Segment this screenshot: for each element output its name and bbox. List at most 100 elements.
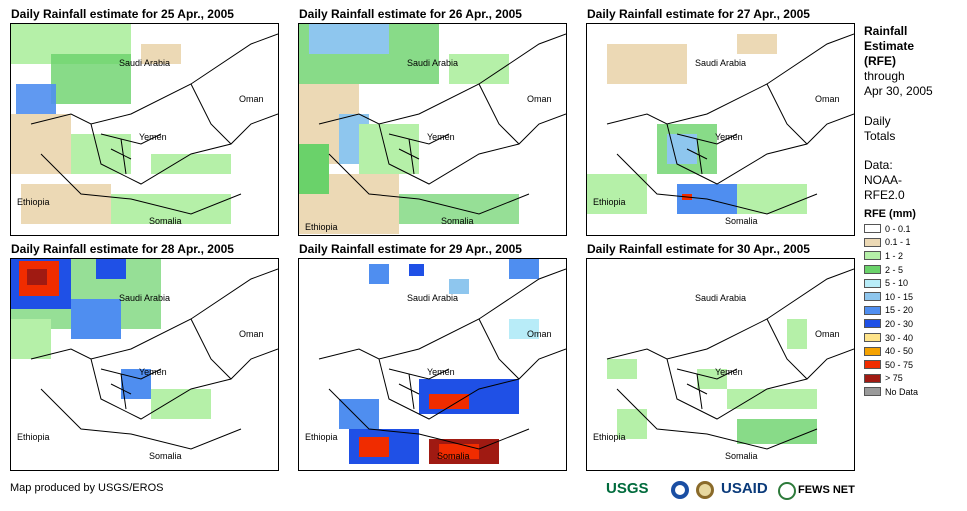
panel-title-29apr: Daily Rainfall estimate for 29 Apr., 200… bbox=[299, 242, 522, 256]
country-borders bbox=[606, 268, 854, 450]
label-somalia: Somalia bbox=[725, 216, 758, 226]
panel-title-30apr: Daily Rainfall estimate for 30 Apr., 200… bbox=[587, 242, 810, 256]
label-saudi-arabia: Saudi Arabia bbox=[119, 293, 171, 303]
label-ethiopia: Ethiopia bbox=[305, 432, 338, 442]
label-yemen: Yemen bbox=[427, 367, 455, 377]
legend-label: > 75 bbox=[885, 373, 903, 384]
rainfall-overlay-30apr bbox=[606, 268, 854, 450]
label-yemen: Yemen bbox=[427, 132, 455, 142]
label-ethiopia: Ethiopia bbox=[17, 197, 50, 207]
label-saudi-arabia: Saudi Arabia bbox=[695, 58, 747, 68]
rain-patches bbox=[11, 24, 231, 224]
label-yemen: Yemen bbox=[139, 132, 167, 142]
legend-swatch bbox=[864, 251, 881, 261]
rain-patches bbox=[607, 319, 817, 444]
legend-item: 50 - 75 bbox=[864, 358, 964, 372]
rainfall-map-26apr: Saudi Arabia Oman Yemen Ethiopia Somalia bbox=[298, 23, 567, 236]
label-yemen: Yemen bbox=[715, 367, 743, 377]
rain-patches bbox=[299, 24, 519, 234]
label-ethiopia: Ethiopia bbox=[593, 432, 626, 442]
label-yemen: Yemen bbox=[139, 367, 167, 377]
doi-seal-icon bbox=[696, 481, 714, 499]
map-credit: Map produced by USGS/EROS bbox=[10, 482, 164, 494]
legend-label: 30 - 40 bbox=[885, 332, 914, 343]
legend-swatch bbox=[864, 224, 881, 234]
rainfall-overlay-28apr bbox=[11, 259, 278, 450]
label-somalia: Somalia bbox=[437, 451, 470, 461]
legend-swatch bbox=[864, 387, 881, 397]
legend-item: 20 - 30 bbox=[864, 317, 964, 331]
sidebar-data-label: Data: bbox=[864, 158, 893, 172]
panel-title-26apr: Daily Rainfall estimate for 26 Apr., 200… bbox=[299, 7, 522, 21]
usaid-logo: USAID bbox=[721, 480, 768, 497]
sidebar-through: through bbox=[864, 69, 905, 83]
legend-swatch bbox=[864, 237, 881, 247]
sidebar-data-source-2: RFE2.0 bbox=[864, 188, 905, 202]
label-saudi-arabia: Saudi Arabia bbox=[119, 58, 171, 68]
legend-swatch bbox=[864, 292, 881, 302]
legend-label: 0 - 0.1 bbox=[885, 223, 911, 234]
label-somalia: Somalia bbox=[725, 451, 758, 461]
label-oman: Oman bbox=[527, 329, 552, 339]
rainfall-map-27apr: Saudi Arabia Oman Yemen Ethiopia Somalia bbox=[586, 23, 855, 236]
legend-swatch bbox=[864, 305, 881, 315]
legend-label: No Data bbox=[885, 386, 919, 397]
fews-globe-icon bbox=[778, 482, 796, 500]
legend-item: > 75 bbox=[864, 372, 964, 386]
legend-item: 0 - 0.1 bbox=[864, 222, 964, 236]
country-borders bbox=[606, 33, 854, 215]
rainfall-map-28apr: Saudi Arabia Oman Yemen Ethiopia Somalia bbox=[10, 258, 279, 471]
usgs-logo: USGS bbox=[606, 480, 649, 497]
sidebar-data-source-1: NOAA- bbox=[864, 173, 903, 187]
legend-swatch bbox=[864, 333, 881, 343]
sidebar-title-line-2: Estimate bbox=[864, 39, 915, 53]
legend-title: RFE (mm) bbox=[864, 208, 916, 220]
label-somalia: Somalia bbox=[149, 216, 182, 226]
legend-label: 40 - 50 bbox=[885, 346, 914, 357]
label-oman: Oman bbox=[527, 94, 552, 104]
legend-label: 20 - 30 bbox=[885, 318, 914, 329]
legend-swatch bbox=[864, 265, 881, 275]
panel-title-25apr: Daily Rainfall estimate for 25 Apr., 200… bbox=[11, 7, 234, 21]
sidebar: Rainfall Estimate (RFE) through Apr 30, … bbox=[864, 24, 964, 399]
legend-rows: 0 - 0.1 0.1 - 1 1 - 2 2 - 5 5 - 10 10 - 15 15 … bbox=[864, 222, 964, 399]
sidebar-title-line-1: Rainfall bbox=[864, 24, 908, 38]
sidebar-date: Apr 30, 2005 bbox=[864, 84, 933, 98]
legend-label: 15 - 20 bbox=[885, 305, 914, 316]
logo-bar: USGS USAID FEWS NET bbox=[606, 480, 856, 504]
legend-item: No Data bbox=[864, 385, 964, 399]
country-borders bbox=[30, 33, 278, 215]
rain-patches bbox=[11, 259, 211, 419]
rainfall-overlay-27apr bbox=[587, 33, 854, 215]
rainfall-overlay-25apr bbox=[11, 24, 278, 224]
sidebar-daily: Daily bbox=[864, 114, 891, 128]
rainfall-map-25apr: Saudi Arabia Oman Yemen Ethiopia Somalia bbox=[10, 23, 279, 236]
legend-item: 0.1 - 1 bbox=[864, 236, 964, 250]
legend-label: 1 - 2 bbox=[885, 250, 904, 261]
legend-label: 5 - 10 bbox=[885, 278, 909, 289]
legend-label: 2 - 5 bbox=[885, 264, 904, 275]
legend-swatch bbox=[864, 346, 881, 356]
panel-title-27apr: Daily Rainfall estimate for 27 Apr., 200… bbox=[587, 7, 810, 21]
rainfall-map-29apr: Saudi Arabia Oman Yemen Ethiopia Somalia bbox=[298, 258, 567, 471]
fews-net-logo: FEWS NET bbox=[798, 484, 855, 496]
label-saudi-arabia: Saudi Arabia bbox=[695, 293, 747, 303]
country-borders bbox=[30, 268, 278, 450]
legend-swatch bbox=[864, 360, 881, 370]
label-ethiopia: Ethiopia bbox=[17, 432, 50, 442]
rain-patches bbox=[339, 259, 539, 464]
legend-label: 0.1 - 1 bbox=[885, 237, 911, 248]
sidebar-totals: Totals bbox=[864, 129, 896, 143]
legend-swatch bbox=[864, 373, 881, 383]
label-ethiopia: Ethiopia bbox=[593, 197, 626, 207]
rainfall-overlay-26apr bbox=[299, 24, 566, 234]
legend-label: 10 - 15 bbox=[885, 291, 914, 302]
country-borders bbox=[318, 33, 566, 215]
legend-swatch bbox=[864, 278, 881, 288]
label-oman: Oman bbox=[239, 329, 264, 339]
label-somalia: Somalia bbox=[441, 216, 474, 226]
panel-title-28apr: Daily Rainfall estimate for 28 Apr., 200… bbox=[11, 242, 234, 256]
label-yemen: Yemen bbox=[715, 132, 743, 142]
label-saudi-arabia: Saudi Arabia bbox=[407, 58, 459, 68]
legend-swatch bbox=[864, 319, 881, 329]
